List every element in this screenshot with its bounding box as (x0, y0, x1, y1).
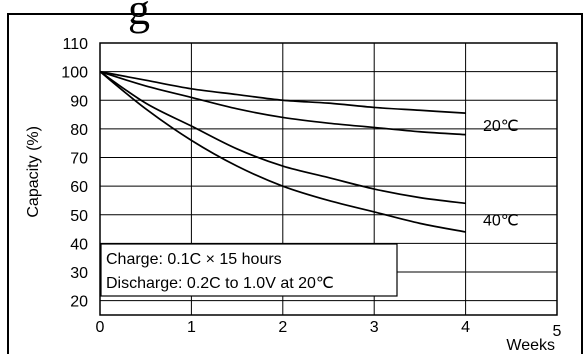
test-conditions-box (100, 243, 398, 297)
y-tick-label: 30 (70, 265, 88, 282)
y-tick-label: 100 (61, 65, 88, 82)
figure-frame (7, 13, 583, 354)
y-tick-label: 80 (70, 122, 88, 139)
y-tick-label: 70 (70, 151, 88, 168)
series-label-40c: 40℃ (483, 213, 519, 230)
capacity-series-line-3 (99, 70, 466, 233)
y-tick-label: 110 (62, 36, 88, 53)
series-label-20c: 20℃ (483, 118, 519, 135)
capacity-series-line-0 (99, 70, 466, 114)
y-axis-label: Capacity (%) (25, 126, 42, 218)
x-tick-label: 0 (96, 319, 105, 336)
discharge-condition-text: Discharge: 0.2C to 1.0V at 20℃ (106, 275, 334, 292)
x-axis-label: Weeks (506, 337, 555, 354)
y-tick-label: 50 (70, 208, 88, 225)
capacity-series-line-1 (99, 70, 466, 136)
x-tick-label: 4 (461, 319, 470, 336)
curve-layer (99, 70, 466, 233)
charge-condition-text: Charge: 0.1C × 15 hours (106, 251, 282, 268)
x-tick-label: 5 (553, 323, 562, 340)
y-tick-label: 90 (70, 93, 88, 110)
plot-border (99, 42, 558, 316)
x-tick-label: 2 (278, 319, 287, 336)
capacity-series-line-2 (99, 70, 466, 205)
y-tick-label: 60 (70, 179, 88, 196)
y-tick-label: 20 (70, 294, 88, 311)
x-tick-label: 1 (187, 319, 196, 336)
y-tick-label: 40 (70, 236, 88, 253)
title-fragment: g (128, 0, 150, 34)
x-tick-label: 3 (370, 319, 379, 336)
tick-layer: 110 100 90 80 70 60 50 40 30 20 0 1 2 3 4 5 (61, 36, 561, 340)
